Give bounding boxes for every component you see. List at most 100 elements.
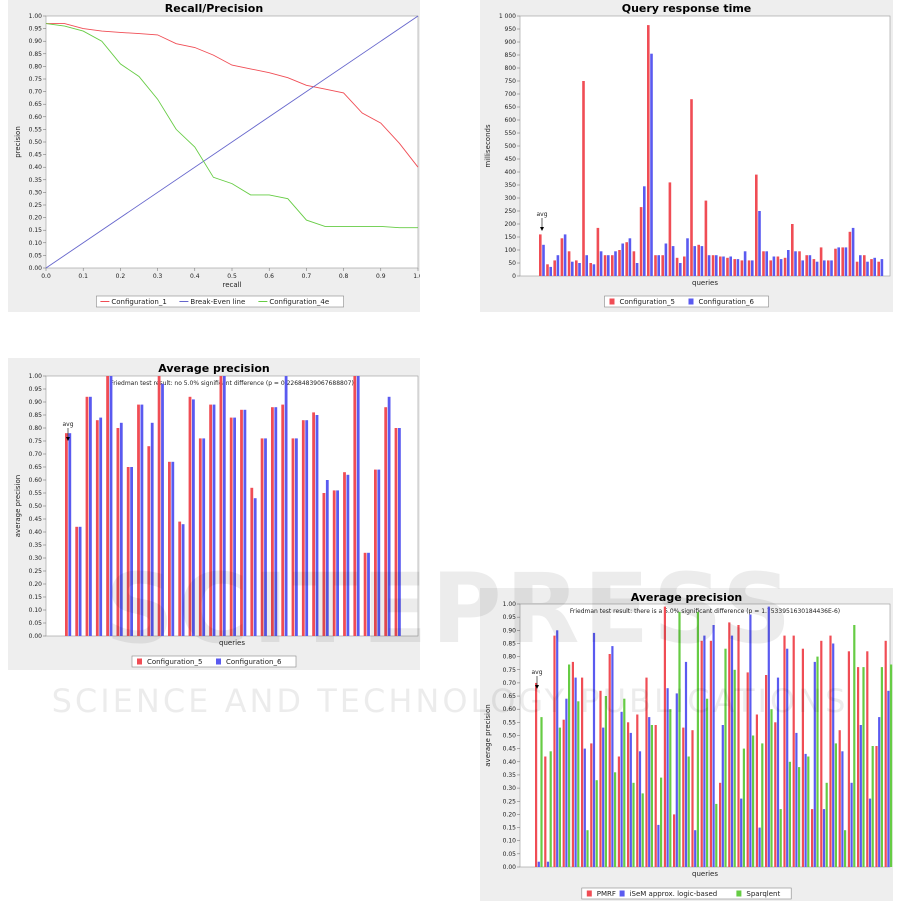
bar [171,461,175,636]
bar [592,264,596,276]
y-tick-label: 0.65 [503,693,517,700]
bar [614,772,617,867]
x-tick-label: 0.4 [190,273,200,280]
bar [841,751,844,867]
bar [788,761,791,867]
bar [798,767,801,867]
x-tick-label: 0.5 [227,273,237,280]
y-tick-label: 0.20 [503,811,517,818]
bar [116,428,120,636]
y-tick-label: 450 [505,156,517,163]
bar [546,861,550,867]
bar [78,526,82,636]
avg-label: avg [62,421,73,428]
bar [722,256,725,276]
bar [291,438,295,636]
bar [700,640,703,867]
x-tick-label: 0.0 [41,273,51,280]
y-tick-label: 0.65 [29,101,43,108]
bar [870,259,873,276]
bar [751,260,754,276]
bar [95,420,99,636]
bar [866,261,869,276]
legend-swatch [137,658,142,665]
bar [671,246,675,276]
bar [638,751,642,867]
bar [850,782,853,867]
legend-label: PMRF [597,890,616,898]
bar [746,672,749,867]
bar [181,524,185,636]
x-axis-label: recall [222,281,241,289]
y-tick-label: 0.65 [29,464,43,471]
bar [607,255,610,276]
x-tick-label: 1.0 [413,273,420,280]
x-tick-label: 0.2 [116,273,126,280]
legend-swatch [609,298,615,305]
y-tick-label: 0.80 [29,425,43,432]
bar [585,255,588,276]
bar [315,415,319,636]
y-tick-label: 0.10 [503,838,517,845]
bar [571,661,574,867]
bar [654,725,657,867]
bar [567,251,571,276]
bar [823,260,826,276]
y-tick-label: 150 [505,234,517,241]
legend-label: Configuration_1 [111,298,166,306]
bar [740,260,744,276]
bar [787,250,790,276]
legend-swatch [688,298,694,305]
bar [583,748,586,867]
bar [816,656,819,867]
bar [855,261,859,276]
bar [770,709,773,867]
bar [844,830,847,867]
bar [673,814,676,867]
y-tick-label: 0.90 [503,627,517,634]
x-axis-label: queries [692,279,718,287]
bar [863,255,866,276]
bar [733,669,736,868]
y-tick-label: 0.95 [503,614,517,621]
y-tick-label: 0.30 [503,785,517,792]
bar [733,259,736,276]
y-tick-label: 650 [505,104,517,111]
y-tick-label: 0.45 [29,152,43,159]
bar [558,727,561,867]
legend-label: iSeM approx. logic-based [630,890,718,898]
bar [868,798,872,867]
bar [647,25,650,276]
bar [611,255,614,276]
y-tick-label: 0.75 [29,76,43,83]
bar [250,487,254,636]
bar [325,480,329,636]
bar [853,625,856,867]
bar [812,259,816,276]
y-axis-label: milliseconds [484,124,492,168]
bar [857,667,860,867]
bar [851,227,855,276]
bar [119,422,123,636]
bar [859,725,862,867]
bar [377,469,381,636]
y-tick-label: 850 [505,52,517,59]
bar [726,257,729,276]
bar [866,651,869,867]
bar [126,467,130,636]
bar [737,625,740,867]
bar [586,830,589,867]
bar [253,498,257,636]
bar [686,238,689,276]
y-tick-label: 550 [505,130,517,137]
bar [661,255,664,276]
bar [825,782,828,867]
bar [332,490,336,636]
bar [157,376,161,636]
bar [690,99,693,276]
bar [284,376,288,636]
bar [343,472,346,636]
bar [675,257,679,276]
bar [577,701,580,867]
bar [683,256,686,276]
